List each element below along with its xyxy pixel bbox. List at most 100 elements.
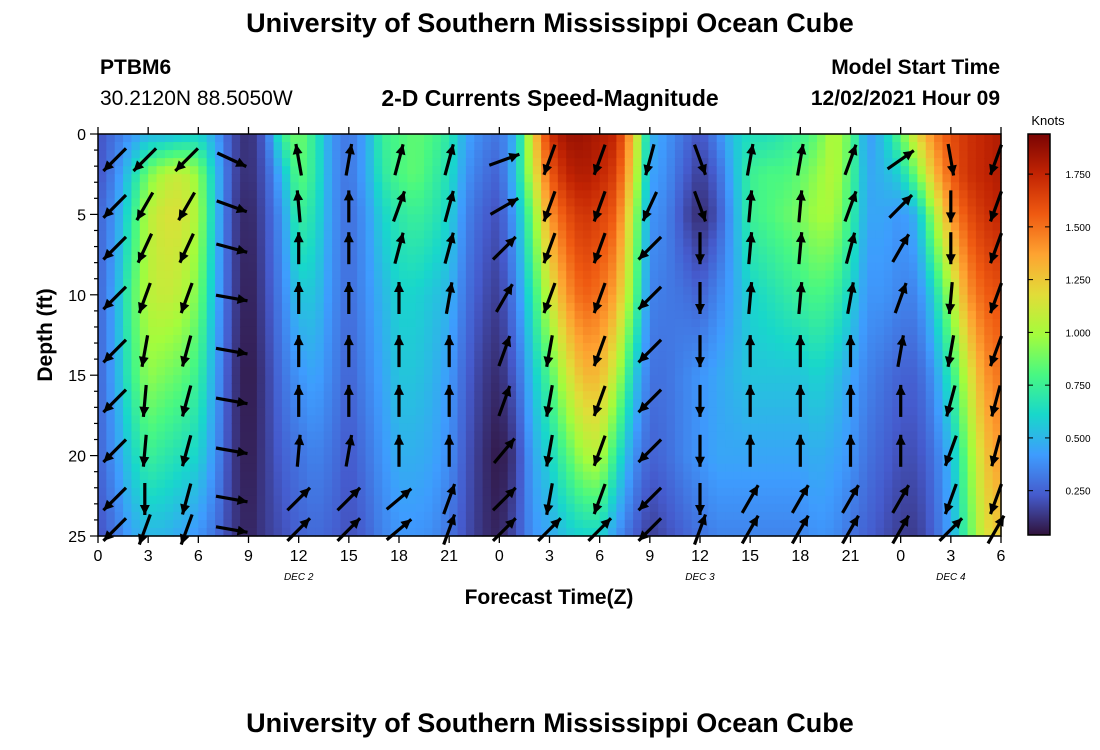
model-start-time: 12/02/2021 Hour 09: [810, 87, 1000, 110]
heatmap-cell: [357, 375, 367, 384]
heatmap-cell: [206, 134, 216, 143]
heatmap-cell: [909, 222, 918, 232]
heatmap-cell: [674, 318, 684, 328]
heatmap-cell: [875, 447, 885, 457]
heatmap-cell: [307, 150, 316, 159]
heatmap-cell: [883, 343, 893, 352]
heatmap-cell: [164, 278, 174, 288]
heatmap-cell: [775, 166, 785, 175]
heatmap-cell: [691, 134, 701, 143]
heatmap-cell: [741, 511, 751, 521]
heatmap-cell: [783, 415, 793, 425]
heatmap-cell: [658, 286, 668, 296]
heatmap-cell: [114, 302, 124, 312]
heatmap-cell: [858, 431, 868, 441]
heatmap-cell: [582, 375, 592, 384]
heatmap-cell: [858, 222, 868, 232]
heatmap-cell: [892, 318, 902, 328]
heatmap-cell: [716, 310, 726, 320]
heatmap-cell: [407, 487, 417, 497]
heatmap-cell: [123, 487, 133, 497]
heatmap-cell: [833, 206, 843, 215]
heatmap-cell: [465, 375, 475, 384]
heatmap-cell: [758, 359, 768, 368]
heatmap-cell: [474, 455, 484, 465]
heatmap-cell: [574, 246, 584, 256]
heatmap-cell: [783, 246, 793, 256]
heatmap-cell: [783, 519, 793, 529]
heatmap-cell: [148, 270, 158, 280]
heatmap-cell: [791, 222, 801, 232]
heatmap-cell: [825, 310, 835, 320]
heatmap-cell: [474, 262, 484, 272]
heatmap-cell: [198, 262, 208, 272]
heatmap-cell: [917, 503, 927, 513]
heatmap-cell: [415, 487, 425, 497]
heatmap-cell: [156, 294, 166, 304]
heatmap-cell: [482, 391, 492, 400]
heatmap-cell: [307, 495, 316, 505]
heatmap-cell: [716, 198, 726, 207]
heatmap-cell: [900, 142, 910, 151]
heatmap-cell: [189, 262, 199, 272]
heatmap-cell: [424, 158, 434, 167]
heatmap-cell: [591, 142, 601, 151]
heatmap-cell: [181, 150, 191, 159]
heatmap-cell: [624, 391, 634, 400]
heatmap-cell: [867, 391, 877, 400]
heatmap-cell: [557, 367, 567, 376]
heatmap-cell: [925, 134, 935, 143]
heatmap-cell: [850, 495, 860, 505]
heatmap-cell: [649, 431, 659, 441]
heatmap-cell: [281, 150, 291, 159]
heatmap-cell: [741, 166, 751, 175]
heatmap-cell: [189, 359, 199, 368]
heatmap-cell: [382, 182, 392, 191]
heatmap-cell: [332, 230, 342, 240]
heatmap-cell: [633, 182, 643, 191]
heatmap-cell: [248, 310, 258, 320]
heatmap-cell: [825, 343, 835, 352]
heatmap-cell: [357, 455, 367, 465]
heatmap-cell: [582, 527, 592, 537]
heatmap-cell: [382, 158, 392, 167]
heatmap-cell: [332, 190, 342, 199]
heatmap-cell: [415, 142, 425, 151]
heatmap-cell: [457, 230, 467, 240]
heatmap-cell: [883, 190, 893, 199]
heatmap-cell: [265, 383, 275, 392]
heatmap-cell: [382, 519, 392, 529]
heatmap-cell: [323, 150, 333, 159]
heatmap-cell: [164, 190, 174, 199]
heatmap-cell: [574, 351, 584, 360]
heatmap-cell: [817, 222, 827, 232]
heatmap-cell: [666, 214, 676, 224]
heatmap-cell: [507, 278, 517, 288]
heatmap-cell: [766, 503, 776, 513]
heatmap-cell: [156, 254, 166, 264]
heatmap-cell: [315, 230, 325, 240]
heatmap-cell: [231, 182, 241, 191]
heatmap-cell: [198, 343, 208, 352]
heatmap-cell: [131, 343, 141, 352]
heatmap-cell: [608, 343, 617, 352]
heatmap-cell: [541, 383, 551, 392]
heatmap-cell: [741, 190, 751, 199]
heatmap-cell: [867, 166, 877, 175]
heatmap-cell: [566, 222, 576, 232]
heatmap-cell: [549, 294, 559, 304]
heatmap-cell: [783, 431, 793, 441]
heatmap-cell: [817, 294, 827, 304]
heatmap-cell: [833, 447, 843, 457]
heatmap-cell: [323, 246, 333, 256]
heatmap-cell: [114, 527, 124, 537]
heatmap-cell: [591, 326, 601, 336]
heatmap-cell: [867, 262, 877, 272]
heatmap-cell: [909, 415, 918, 425]
heatmap-cell: [323, 495, 333, 505]
heatmap-cell: [817, 166, 827, 175]
heatmap-cell: [131, 503, 141, 513]
heatmap-cell: [825, 302, 835, 312]
heatmap-cell: [148, 343, 158, 352]
heatmap-cell: [842, 206, 852, 215]
